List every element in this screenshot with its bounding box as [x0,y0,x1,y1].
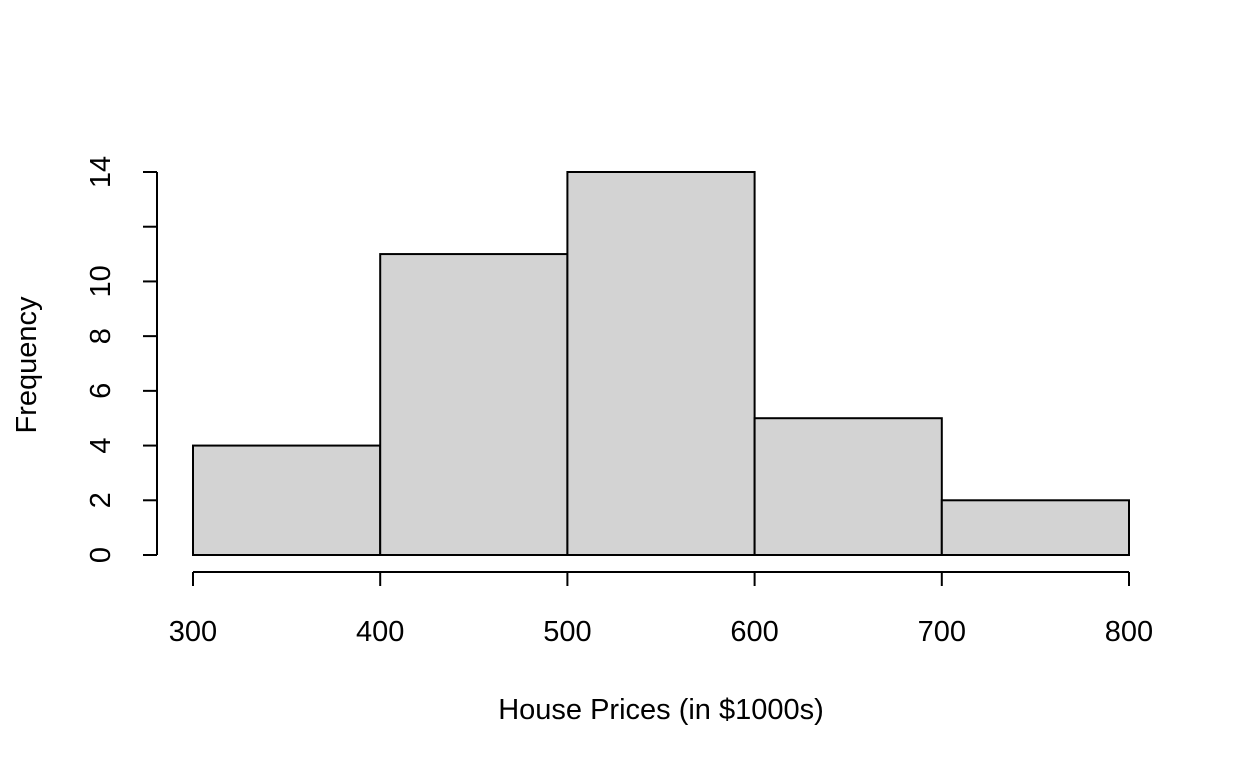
y-tick-label: 0 [85,547,117,563]
y-tick-label: 8 [85,328,117,344]
histogram-bar-400-500 [379,253,569,556]
x-tick-label: 800 [1105,616,1153,648]
x-tick-label: 500 [543,616,591,648]
histogram-bar-500-600 [566,171,756,556]
y-axis: 0 2 4 6 8 10 14 [85,156,158,563]
bars-group [192,171,1130,557]
y-tick-label: 14 [85,156,117,188]
y-tick-label: 2 [85,492,117,508]
y-tick-label: 10 [85,265,117,297]
x-tick-label: 700 [918,616,966,648]
y-tick-label: 6 [85,383,117,399]
x-axis: 300 400 500 600 700 800 [169,571,1153,648]
x-tick-label: 300 [169,616,217,648]
histogram-bar-600-700 [753,417,943,557]
x-tick-label: 400 [356,616,404,648]
x-tick-label: 600 [730,616,778,648]
y-axis-title: Frequency [11,296,43,434]
histogram-bar-700-800 [940,499,1130,556]
y-tick-label: 4 [85,438,117,454]
x-axis-title: House Prices (in $1000s) [498,694,824,726]
histogram-bar-300-400 [192,444,382,557]
